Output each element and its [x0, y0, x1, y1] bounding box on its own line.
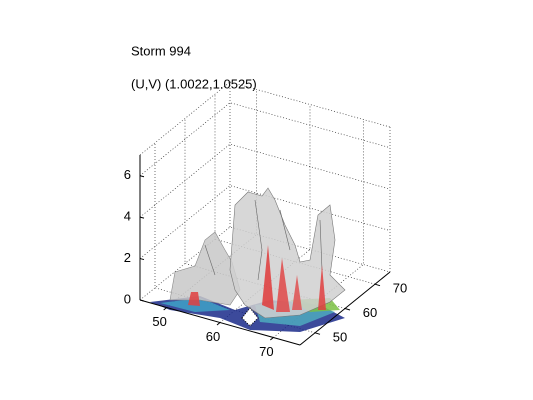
x-tick: [163, 307, 167, 311]
z-tick: [139, 175, 145, 178]
y-tick-label: 70: [393, 281, 407, 296]
y-tick: [344, 308, 351, 311]
y-tick-label: 50: [333, 329, 347, 344]
x-tick-label: 60: [206, 329, 220, 344]
box-edge: [229, 81, 391, 128]
x-tick: [216, 322, 221, 326]
x-tick-label: 50: [152, 314, 166, 329]
z-tick-label: 6: [124, 167, 131, 182]
x-tick: [270, 337, 274, 341]
y-tick-label: 60: [363, 305, 377, 320]
z-tick-label: 2: [124, 250, 131, 265]
z-tick-label: 4: [124, 209, 131, 224]
y-tick: [374, 283, 381, 287]
x-tick-label: 70: [259, 344, 273, 359]
axes-front: 50 60 70 50 60 70 0 2 4 6: [124, 155, 407, 359]
chart-title: Storm 994: [131, 43, 191, 58]
grid-line: [139, 102, 391, 176]
chart-subtitle: (U,V) (1.0022,1.0525): [131, 76, 257, 91]
axes-back: [139, 81, 391, 338]
z-tick: [139, 216, 145, 219]
z-tick: [139, 299, 145, 302]
y-tick: [314, 332, 321, 335]
z-tick-label: 0: [124, 291, 131, 306]
isosurface: [150, 187, 346, 332]
box-edge: [139, 81, 231, 156]
z-tick: [139, 258, 145, 261]
